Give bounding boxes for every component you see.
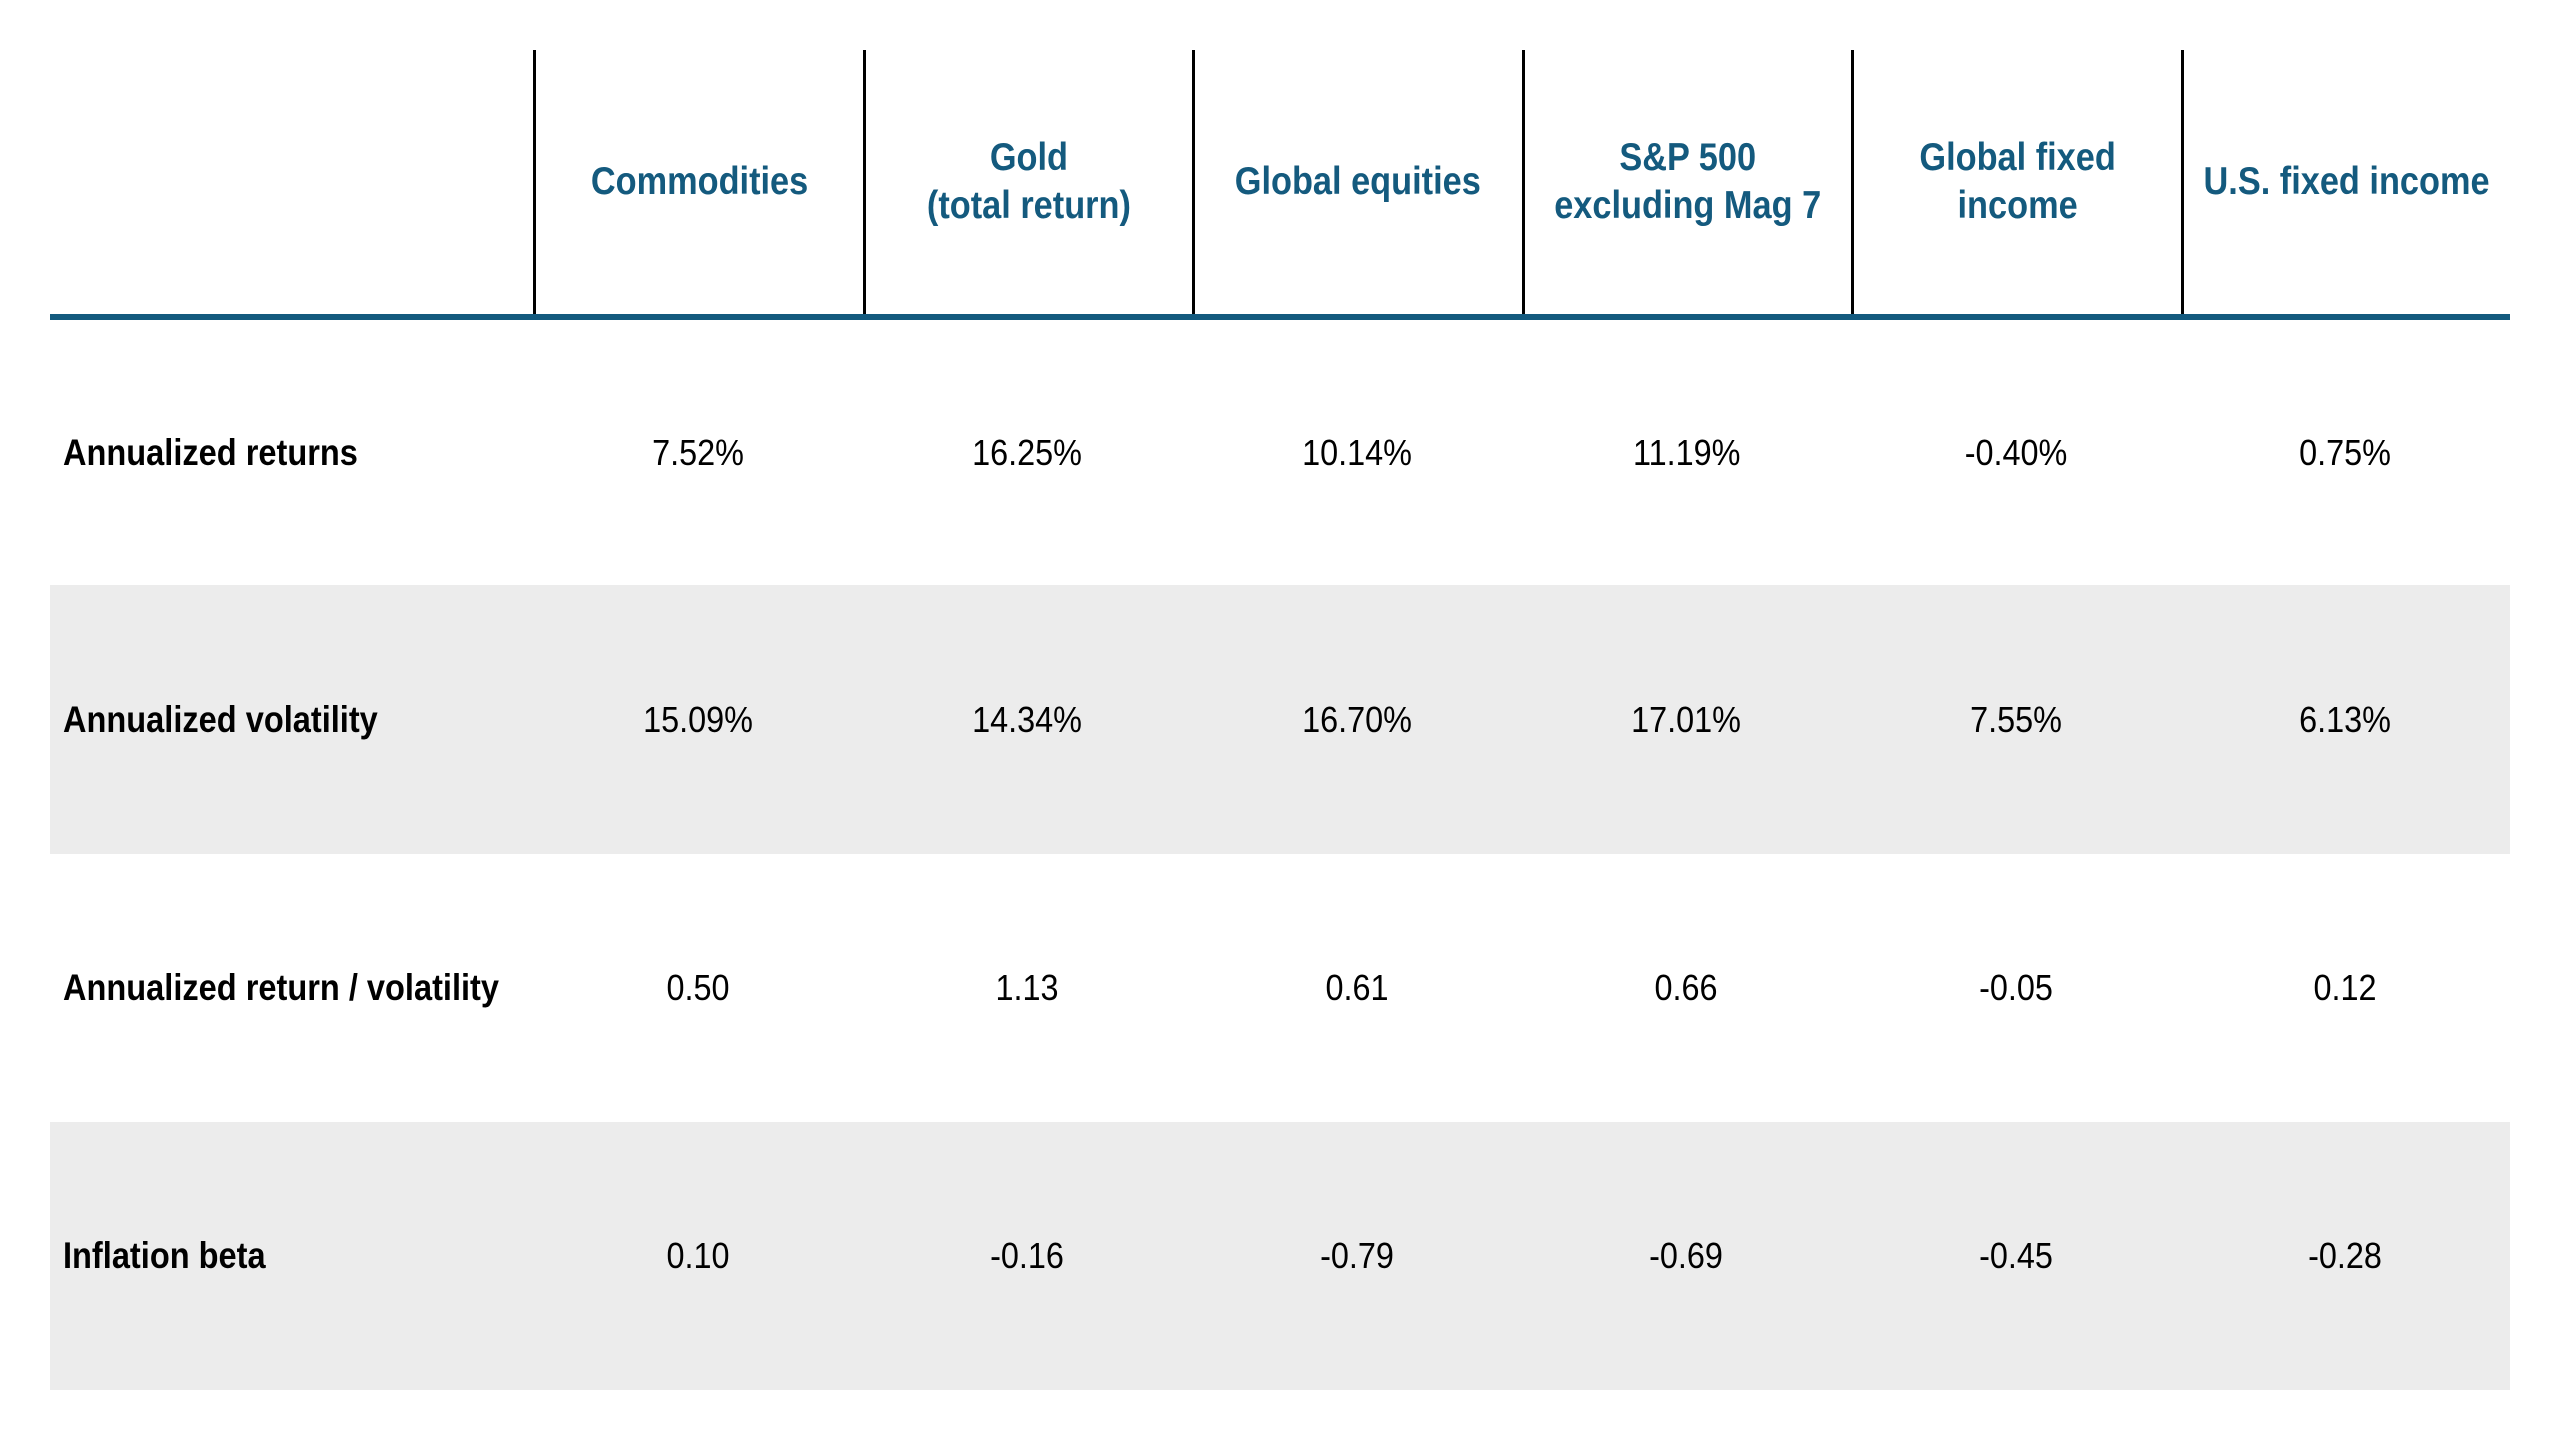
table-row-inflation-beta: Inflation beta 0.10 -0.16 -0.79 -0.69 -0…: [50, 1122, 2510, 1390]
table-cell: 0.12: [2181, 854, 2511, 1122]
cell-value: -0.05: [1978, 967, 2053, 1008]
table-cell: 0.75%: [2181, 320, 2511, 585]
table-cell: 10.14%: [1192, 320, 1522, 585]
column-header-us-fixed-income: U.S. fixed income: [2180, 50, 2511, 314]
row-label-text: Annualized return / volatility: [63, 967, 499, 1008]
table-cell: -0.16: [863, 1122, 1193, 1390]
table-cell: 0.10: [533, 1122, 863, 1390]
cell-value: 17.01%: [1631, 698, 1742, 740]
asset-class-comparison-table: Commodities Gold (total return) Global e…: [50, 0, 2510, 1390]
table-cell: 0.50: [533, 854, 863, 1122]
table-cell: 6.13%: [2181, 585, 2511, 854]
table-cell: 0.66: [1522, 854, 1852, 1122]
cell-value: 0.61: [1325, 967, 1389, 1008]
cell-value: 11.19%: [1632, 431, 1740, 473]
cell-value: -0.79: [1319, 1235, 1394, 1276]
table-cell: 15.09%: [533, 585, 863, 854]
cell-value: 0.12: [2313, 967, 2377, 1008]
table-cell: -0.69: [1522, 1122, 1852, 1390]
cell-value: 10.14%: [1301, 431, 1412, 473]
row-label-text: Annualized returns: [63, 431, 358, 473]
table-cell: 1.13: [863, 854, 1193, 1122]
cell-value: 16.70%: [1301, 698, 1412, 740]
row-label-text: Inflation beta: [63, 1235, 266, 1276]
row-label: Annualized returns: [50, 320, 533, 585]
cell-value: 0.66: [1654, 967, 1718, 1008]
cell-value: -0.40%: [1964, 431, 2068, 473]
cell-value: 14.34%: [972, 698, 1083, 740]
cell-value: -0.45: [1978, 1235, 2053, 1276]
cell-value: 6.13%: [2299, 698, 2392, 740]
cell-value: 7.52%: [651, 431, 744, 473]
column-header-label: Global fixed income: [1919, 136, 2116, 227]
column-header-label: U.S. fixed income: [2203, 160, 2490, 203]
cell-value: -0.28: [2308, 1235, 2383, 1276]
cell-value: 7.55%: [1969, 698, 2062, 740]
cell-value: 0.10: [666, 1235, 730, 1276]
table-cell: 7.52%: [533, 320, 863, 585]
row-label: Inflation beta: [50, 1122, 533, 1390]
header-corner-empty: [50, 50, 533, 314]
cell-value: 0.50: [666, 967, 730, 1008]
table-header-row: Commodities Gold (total return) Global e…: [50, 0, 2510, 314]
row-label: Annualized return / volatility: [50, 854, 533, 1122]
table-cell: 16.70%: [1192, 585, 1522, 854]
column-header-label: Commodities: [590, 160, 808, 203]
header-underline-rule: [50, 314, 2510, 320]
table-cell: 16.25%: [863, 320, 1193, 585]
table-cell: -0.79: [1192, 1122, 1522, 1390]
column-header-label: Global equities: [1235, 160, 1482, 203]
table-cell: 17.01%: [1522, 585, 1852, 854]
table-cell: 14.34%: [863, 585, 1193, 854]
table-cell: 7.55%: [1851, 585, 2181, 854]
row-label-text: Annualized volatility: [63, 698, 378, 740]
table-cell: -0.05: [1851, 854, 2181, 1122]
table-cell: 0.61: [1192, 854, 1522, 1122]
cell-value: 1.13: [995, 967, 1059, 1008]
table-row-annualized-returns: Annualized returns 7.52% 16.25% 10.14% 1…: [50, 320, 2510, 585]
cell-value: 16.25%: [972, 431, 1083, 473]
column-header-global-equities: Global equities: [1192, 50, 1522, 314]
table-cell: 11.19%: [1522, 320, 1852, 585]
column-header-commodities: Commodities: [533, 50, 863, 314]
column-header-label: Gold (total return): [926, 136, 1131, 227]
table-row-annualized-return-volatility: Annualized return / volatility 0.50 1.13…: [50, 854, 2510, 1122]
cell-value: 15.09%: [642, 698, 753, 740]
table-cell: -0.45: [1851, 1122, 2181, 1390]
table-cell: -0.28: [2181, 1122, 2511, 1390]
column-header-label: S&P 500 excluding Mag 7: [1554, 136, 1822, 227]
column-header-sp500-excluding-mag7: S&P 500 excluding Mag 7: [1521, 50, 1852, 314]
cell-value: -0.16: [990, 1235, 1065, 1276]
table-cell: -0.40%: [1851, 320, 2181, 585]
cell-value: -0.69: [1649, 1235, 1724, 1276]
row-label: Annualized volatility: [50, 585, 533, 854]
table-row-annualized-volatility: Annualized volatility 15.09% 14.34% 16.7…: [50, 585, 2510, 854]
cell-value: 0.75%: [2299, 431, 2392, 473]
column-header-global-fixed-income: Global fixed income: [1851, 50, 2181, 314]
table-body: Annualized returns 7.52% 16.25% 10.14% 1…: [50, 320, 2510, 1390]
column-header-gold-total-return: Gold (total return): [862, 50, 1193, 314]
